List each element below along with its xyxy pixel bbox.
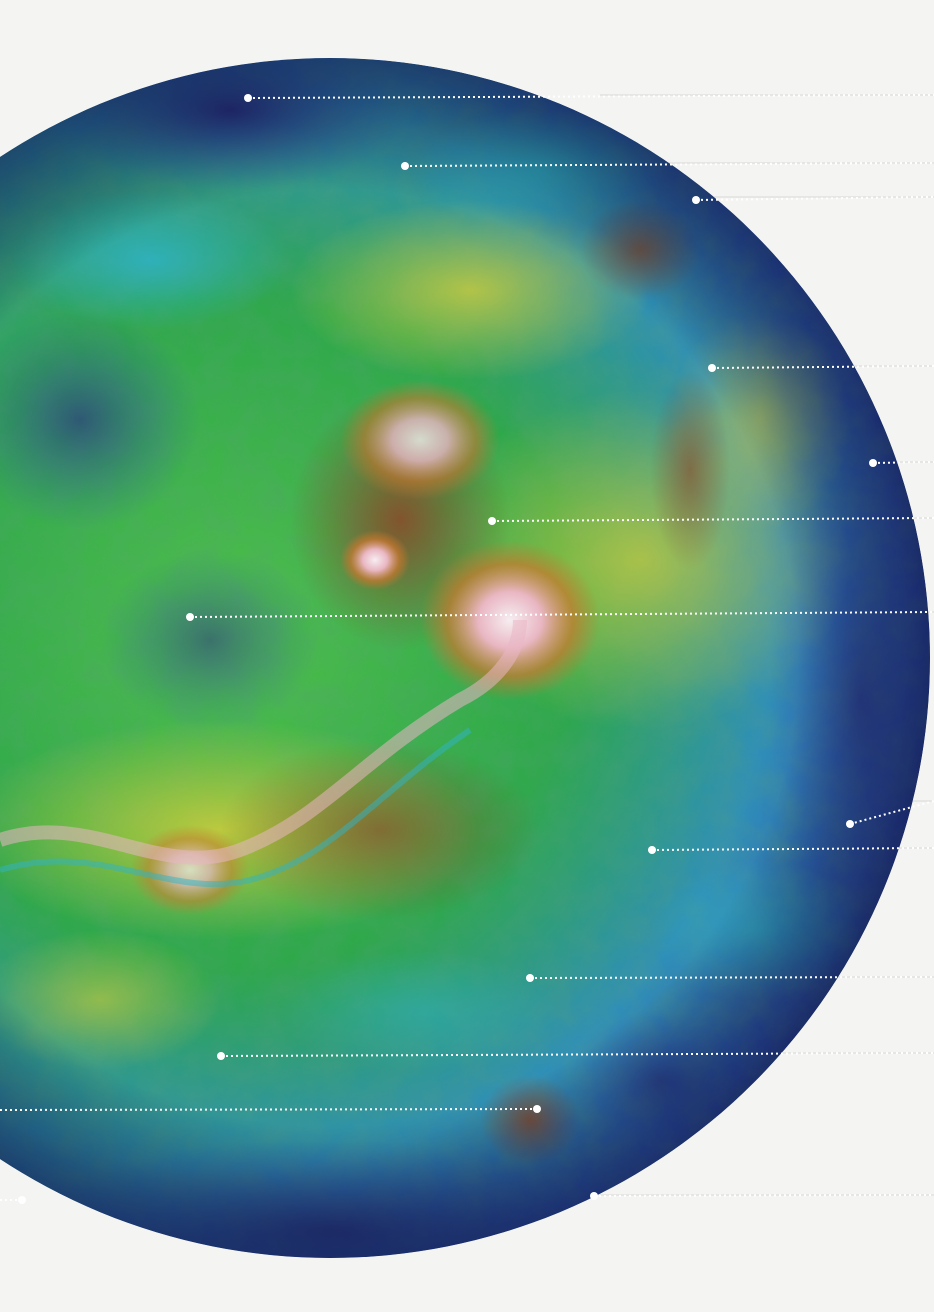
leader-line xyxy=(247,94,934,99)
leader-line xyxy=(189,611,934,618)
annotation-marker xyxy=(526,974,534,982)
annotation-marker xyxy=(590,1192,598,1200)
leader-line xyxy=(593,1194,934,1197)
leader-line xyxy=(872,461,934,464)
leader-line xyxy=(220,1052,934,1057)
annotation-marker xyxy=(244,94,252,102)
leader-line xyxy=(529,976,934,979)
annotation-marker xyxy=(186,613,194,621)
annotation-marker xyxy=(708,364,716,372)
annotation-marker xyxy=(846,820,854,828)
annotation-marker xyxy=(401,162,409,170)
annotation-marker xyxy=(648,846,656,854)
leader-line xyxy=(711,365,934,369)
annotation-marker xyxy=(533,1105,541,1113)
annotation-leaders xyxy=(0,94,934,1204)
annotation-marker xyxy=(692,196,700,204)
annotation-marker xyxy=(488,517,496,525)
annotation-marker xyxy=(217,1052,225,1060)
leader-line xyxy=(651,847,934,851)
annotation-marker xyxy=(18,1196,26,1204)
leader-line xyxy=(404,162,934,167)
annotation-marker xyxy=(869,459,877,467)
leader-line xyxy=(491,517,934,522)
